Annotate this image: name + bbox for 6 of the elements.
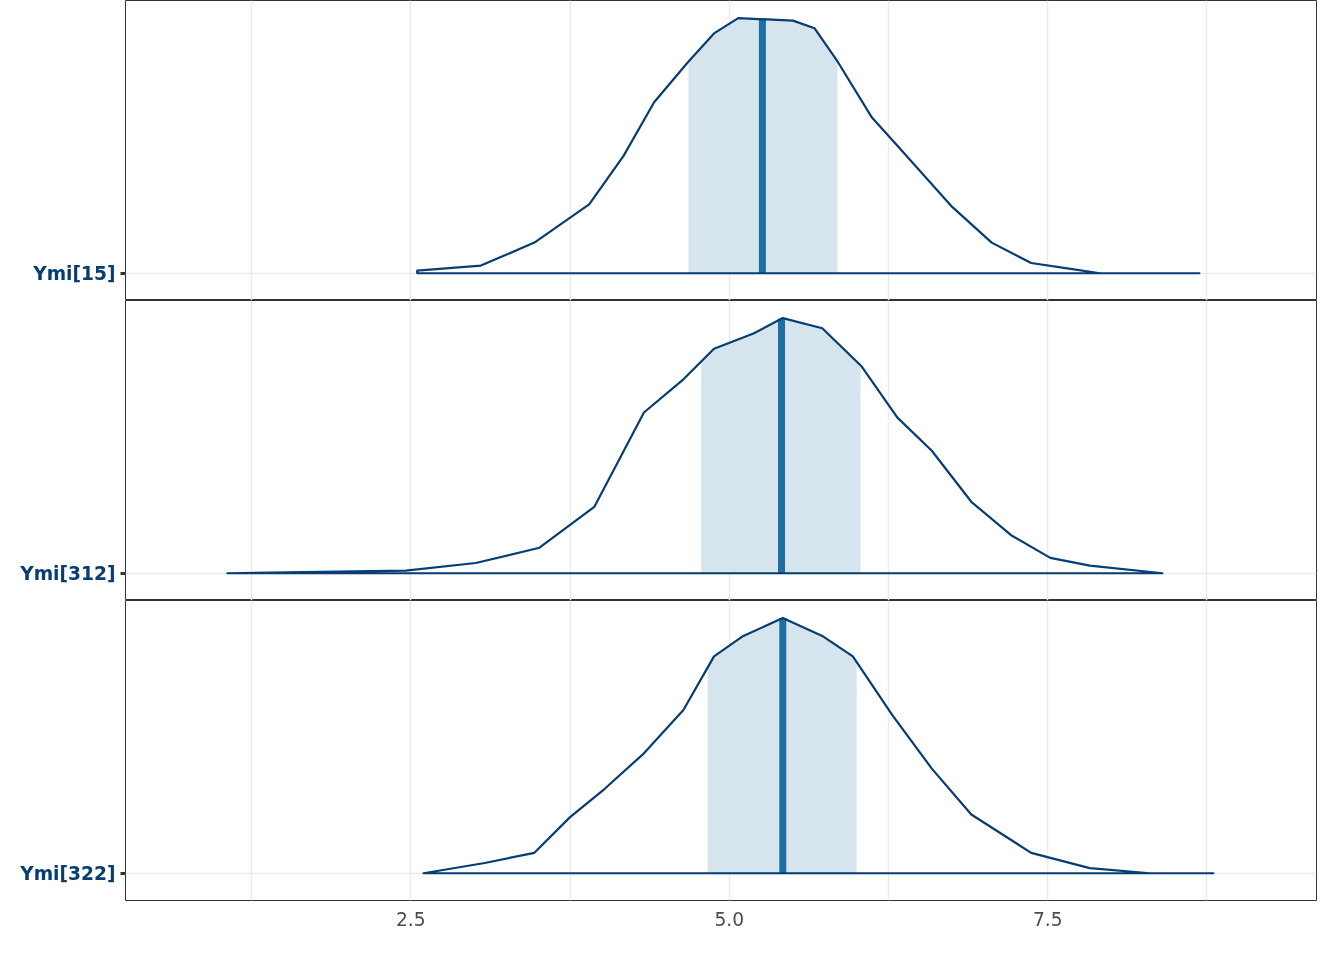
x-tick-label: 5.0: [714, 908, 745, 930]
text: Ymi[15]: [32, 262, 116, 284]
text: Ymi[312]: [19, 562, 116, 584]
text: Ymi[322]: [19, 862, 116, 884]
x-tick-label: 2.5: [396, 908, 426, 930]
x-tick-label: 7.5: [1032, 908, 1063, 930]
